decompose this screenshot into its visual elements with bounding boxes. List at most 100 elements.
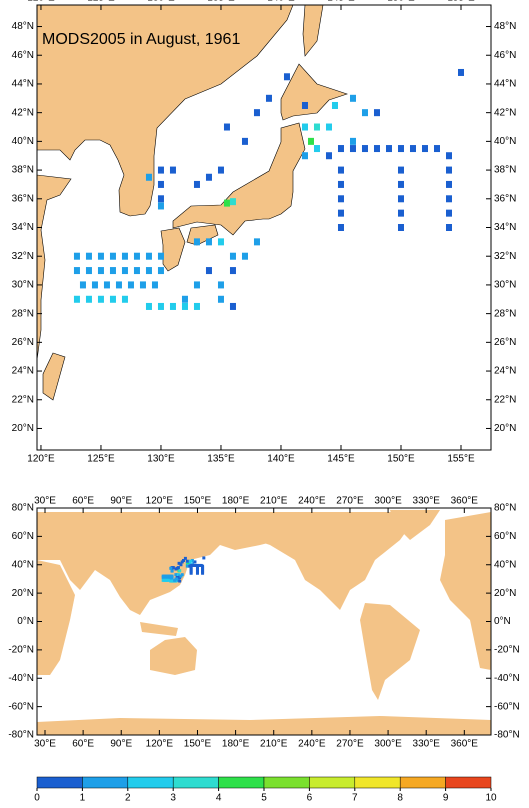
x-tick-label: 300°E xyxy=(374,496,402,507)
y-tick-label: 46°N xyxy=(12,50,34,61)
observation-cell xyxy=(188,561,192,565)
colorbar-segment xyxy=(354,776,401,789)
bottom-observations xyxy=(161,556,206,583)
y-tick-label: 32°N xyxy=(494,251,516,262)
x-tick-label: 150°E xyxy=(184,496,212,507)
x-tick-label: 145°E xyxy=(327,0,355,4)
observation-cell xyxy=(421,145,428,153)
observation-cell xyxy=(157,195,164,203)
y-tick-label: 28°N xyxy=(12,308,34,319)
colorbar-tick-label: 4 xyxy=(216,793,222,804)
x-tick-label: 150°E xyxy=(184,739,212,750)
observation-cell xyxy=(199,563,203,567)
x-tick-label: 240°E xyxy=(298,496,326,507)
observation-cell xyxy=(170,569,174,573)
y-tick-label: 48°N xyxy=(494,21,516,32)
observation-cell xyxy=(397,209,404,217)
observation-cell xyxy=(185,559,189,563)
colorbar-segment xyxy=(36,776,83,789)
observation-cell xyxy=(195,566,199,570)
y-tick-label: 34°N xyxy=(494,222,516,233)
observation-cell xyxy=(178,579,182,583)
eurasia xyxy=(37,512,300,615)
colorbar-tick-label: 1 xyxy=(80,793,86,804)
observation-cell xyxy=(121,267,128,275)
observation-cell xyxy=(202,556,206,560)
observation-cell xyxy=(229,267,236,275)
observation-cell xyxy=(445,209,452,217)
y-tick-label: 40°N xyxy=(494,559,516,570)
colorbar-tick-label: 7 xyxy=(352,793,358,804)
mainland xyxy=(37,5,294,361)
y-tick-label: -40°N xyxy=(494,673,520,684)
observation-cell xyxy=(223,199,230,207)
y-tick-label: 40°N xyxy=(494,136,516,147)
y-tick-label: 30°N xyxy=(12,280,34,291)
observation-cell xyxy=(397,224,404,231)
x-tick-label: 360°E xyxy=(451,739,479,750)
observation-cell xyxy=(145,173,152,181)
observation-cell xyxy=(205,238,212,246)
observation-cell xyxy=(157,202,164,210)
y-tick-label: 32°N xyxy=(12,251,34,262)
observation-cell xyxy=(133,267,140,275)
observation-cell xyxy=(73,295,80,303)
y-tick-label: 40°N xyxy=(12,559,34,570)
observation-cell xyxy=(301,101,308,109)
y-tick-label: 60°N xyxy=(494,531,516,542)
observation-cell xyxy=(145,302,152,310)
north-america xyxy=(255,512,420,610)
y-tick-label: 20°N xyxy=(12,588,34,599)
observation-cell xyxy=(97,252,104,260)
observation-cell xyxy=(193,180,200,188)
x-tick-label: 150°E xyxy=(387,0,415,4)
observation-cell xyxy=(301,123,308,131)
observation-cell xyxy=(397,180,404,188)
colorbar-tick-label: 8 xyxy=(397,793,403,804)
observation-cell xyxy=(97,267,104,275)
indonesia xyxy=(140,622,178,636)
kyushu xyxy=(160,227,186,272)
y-tick-label: 46°N xyxy=(494,50,516,61)
y-tick-label: -60°N xyxy=(8,701,34,712)
y-tick-label: 20°N xyxy=(12,423,34,434)
colorbar-tick-label: 6 xyxy=(307,793,313,804)
observation-cell xyxy=(313,145,320,153)
y-tick-label: -80°N xyxy=(494,730,520,741)
observation-cell xyxy=(445,195,452,203)
x-tick-label: 120°E xyxy=(27,454,55,465)
observation-cell xyxy=(397,145,404,153)
colorbar-segment xyxy=(172,776,219,789)
observation-cell xyxy=(180,573,184,577)
y-tick-label: 0°N xyxy=(17,616,34,627)
y-tick-label: 42°N xyxy=(494,107,516,118)
x-tick-label: 330°E xyxy=(413,496,441,507)
x-tick-label: 140°E xyxy=(267,0,295,4)
y-tick-label: 40°N xyxy=(12,136,34,147)
observation-cell xyxy=(169,566,173,570)
australia xyxy=(150,637,197,675)
y-tick-label: 44°N xyxy=(494,79,516,90)
x-tick-label: 120°E xyxy=(27,0,55,4)
x-tick-label: 30°E xyxy=(34,496,56,507)
x-tick-label: 270°E xyxy=(336,739,364,750)
bottom-map-land xyxy=(37,510,491,735)
observation-cell xyxy=(169,166,176,174)
observation-cell xyxy=(241,137,248,145)
y-tick-label: 22°N xyxy=(12,394,34,405)
y-tick-label: -80°N xyxy=(8,730,34,741)
observation-cell xyxy=(409,145,416,153)
observation-cell xyxy=(445,224,452,231)
antarctica xyxy=(37,716,491,735)
observation-cell xyxy=(177,561,181,565)
colorbar-segment xyxy=(399,776,446,789)
y-tick-label: 0°N xyxy=(494,616,511,627)
y-tick-label: 26°N xyxy=(12,337,34,348)
observation-cell xyxy=(361,145,368,153)
x-tick-label: 30°E xyxy=(34,739,56,750)
y-tick-label: 30°N xyxy=(494,280,516,291)
observation-cell xyxy=(307,137,314,145)
shikoku xyxy=(186,224,219,246)
colorbar-segment xyxy=(445,776,492,789)
observation-cell xyxy=(313,123,320,131)
